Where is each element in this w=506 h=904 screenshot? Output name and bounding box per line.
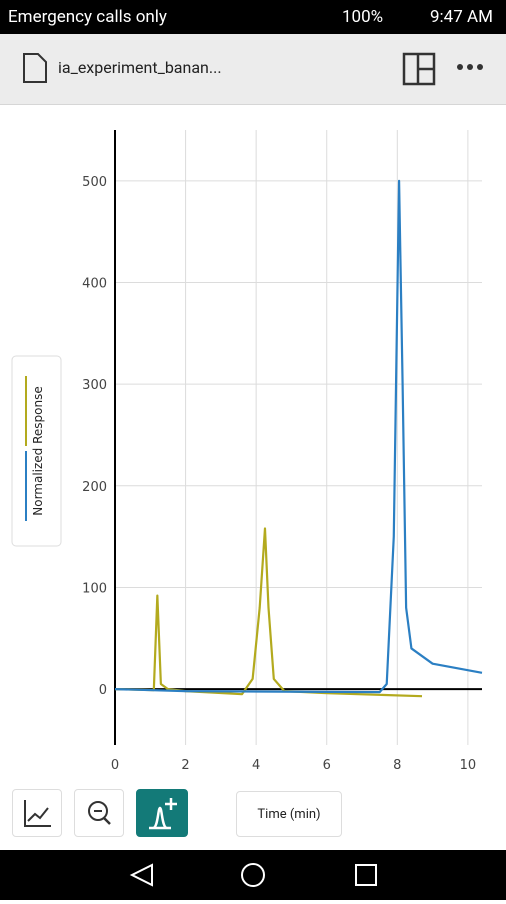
y-tick-label: 100 [82, 581, 107, 596]
series-line [114, 527, 423, 698]
nav-bar [0, 850, 506, 900]
x-tick-label: 8 [393, 758, 401, 773]
zoom-button[interactable] [74, 789, 124, 837]
file-icon [23, 53, 47, 83]
layout-button[interactable] [402, 52, 436, 86]
x-axis-button[interactable]: Time (min) [236, 791, 342, 837]
chart: 0 100 200 300 400 500 0 2 4 6 8 10 Normalized Respon… [11, 130, 483, 773]
x-tick-label: 4 [252, 758, 260, 773]
file-name: ia_experiment_banan... [58, 58, 222, 77]
y-tick-label: 0 [99, 683, 107, 698]
y-tick-label: 200 [82, 480, 107, 495]
x-tick-label: 10 [460, 758, 477, 773]
y-tick-label: 300 [82, 378, 107, 393]
legend-box [11, 355, 62, 547]
y-axis-label: Normalized Response [31, 386, 45, 516]
status-bar: Emergency calls only 100% 9:47 AM [0, 0, 506, 34]
y-tick-label: 400 [82, 276, 107, 291]
y-tick-label: 500 [82, 175, 107, 190]
x-tick-label: 6 [323, 758, 331, 773]
series-line [114, 179, 483, 694]
toolbar: ia_experiment_banan... [0, 34, 506, 105]
clock: 9:47 AM [430, 7, 493, 27]
battery: 100% [342, 7, 384, 27]
carrier: Emergency calls only [8, 7, 167, 27]
graph-button[interactable] [12, 789, 62, 837]
x-tick-label: 2 [181, 758, 189, 773]
peak-button[interactable] [136, 789, 188, 837]
x-tick-label: 0 [111, 758, 119, 773]
more-button[interactable] [456, 62, 486, 72]
